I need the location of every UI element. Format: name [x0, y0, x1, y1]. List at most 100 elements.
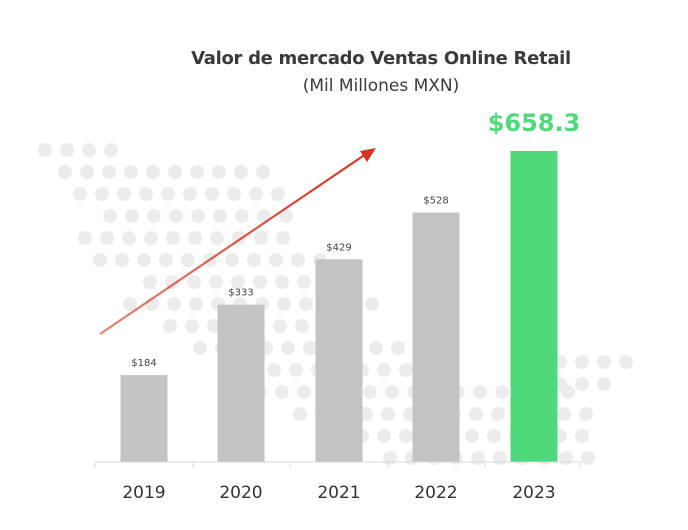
background-dot [297, 275, 311, 289]
background-dot [213, 209, 227, 223]
background-dot [273, 319, 287, 333]
background-dot [235, 209, 249, 223]
background-dot [575, 355, 589, 369]
background-dot [303, 341, 317, 355]
background-dot [167, 297, 181, 311]
background-dot [295, 319, 309, 333]
background-dot [137, 253, 151, 267]
trend-arrow-line [99, 153, 367, 335]
background-dot [271, 187, 285, 201]
background-dot [383, 451, 397, 465]
value-label-2020: $333 [228, 288, 253, 299]
background-dot [381, 407, 395, 421]
background-dot [78, 231, 92, 245]
background-dot [189, 297, 203, 311]
background-dot [58, 165, 72, 179]
background-dot [493, 451, 507, 465]
background-dot [249, 187, 263, 201]
background-dot [100, 231, 114, 245]
background-dot [166, 231, 180, 245]
background-dot [297, 385, 311, 399]
background-dot [575, 429, 589, 443]
background-dot [581, 451, 595, 465]
background-dot [269, 253, 283, 267]
background-dot [469, 407, 483, 421]
background-dot [183, 187, 197, 201]
background-dot [181, 253, 195, 267]
background-dot [254, 231, 268, 245]
background-dot [377, 429, 391, 443]
x-tick-label-2023: 2023 [512, 483, 555, 503]
background-dot [275, 275, 289, 289]
x-tick-label-2020: 2020 [219, 483, 262, 503]
background-dot [190, 165, 204, 179]
background-dot [38, 143, 52, 157]
background-dot [279, 209, 293, 223]
background-dot [465, 429, 479, 443]
background-dot [291, 253, 305, 267]
bar-2023 [510, 151, 558, 462]
background-dot [491, 407, 505, 421]
trend-arrow-head [360, 148, 376, 162]
background-dot [399, 363, 413, 377]
background-dot [225, 253, 239, 267]
background-dot [385, 385, 399, 399]
background-dot [163, 319, 177, 333]
background-dot [369, 341, 383, 355]
x-tick-label-2022: 2022 [414, 483, 457, 503]
background-dot [123, 297, 137, 311]
bar-2022 [412, 212, 460, 462]
background-dot [80, 165, 94, 179]
background-dot [159, 253, 173, 267]
background-dot [227, 187, 241, 201]
background-dot [161, 187, 175, 201]
background-dot [143, 275, 157, 289]
background-dot [597, 355, 611, 369]
trend-arrow [99, 148, 376, 335]
background-dot [169, 209, 183, 223]
background-dot [377, 363, 391, 377]
background-dot [399, 429, 413, 443]
background-dot [231, 275, 245, 289]
background-dot [473, 385, 487, 399]
background-dot [165, 275, 179, 289]
background-dot [125, 209, 139, 223]
bar-2020 [217, 304, 265, 462]
background-dot [267, 363, 281, 377]
background-dot [191, 209, 205, 223]
chart-title: Valor de mercado Ventas Online Retail [191, 48, 571, 69]
background-dot [146, 165, 160, 179]
background-dot [188, 231, 202, 245]
background-dot [205, 187, 219, 201]
background-dot [147, 209, 161, 223]
background-dot [365, 297, 379, 311]
background-dot [234, 165, 248, 179]
background-dot [487, 429, 501, 443]
background-dot [293, 407, 307, 421]
background-dot [122, 231, 136, 245]
background-dot [391, 341, 405, 355]
value-label-2022: $528 [423, 196, 448, 207]
background-dot [93, 253, 107, 267]
background-dot [247, 253, 261, 267]
background-dot [495, 385, 509, 399]
background-dot [579, 407, 593, 421]
background-dot [209, 275, 223, 289]
background-dot [276, 231, 290, 245]
background-dot [575, 377, 589, 391]
background-dot [597, 377, 611, 391]
background-dot [115, 253, 129, 267]
background-dot [275, 385, 289, 399]
background-dot [124, 165, 138, 179]
background-dot [117, 187, 131, 201]
x-tick-label-2021: 2021 [317, 483, 360, 503]
background-dot [557, 407, 571, 421]
value-label-2023: $658.3 [488, 109, 581, 137]
chart-subtitle: (Mil Millones MXN) [302, 76, 460, 96]
background-dot [210, 231, 224, 245]
background-dot [212, 165, 226, 179]
background-dot [187, 275, 201, 289]
background-dot [104, 143, 118, 157]
background-dot [95, 187, 109, 201]
